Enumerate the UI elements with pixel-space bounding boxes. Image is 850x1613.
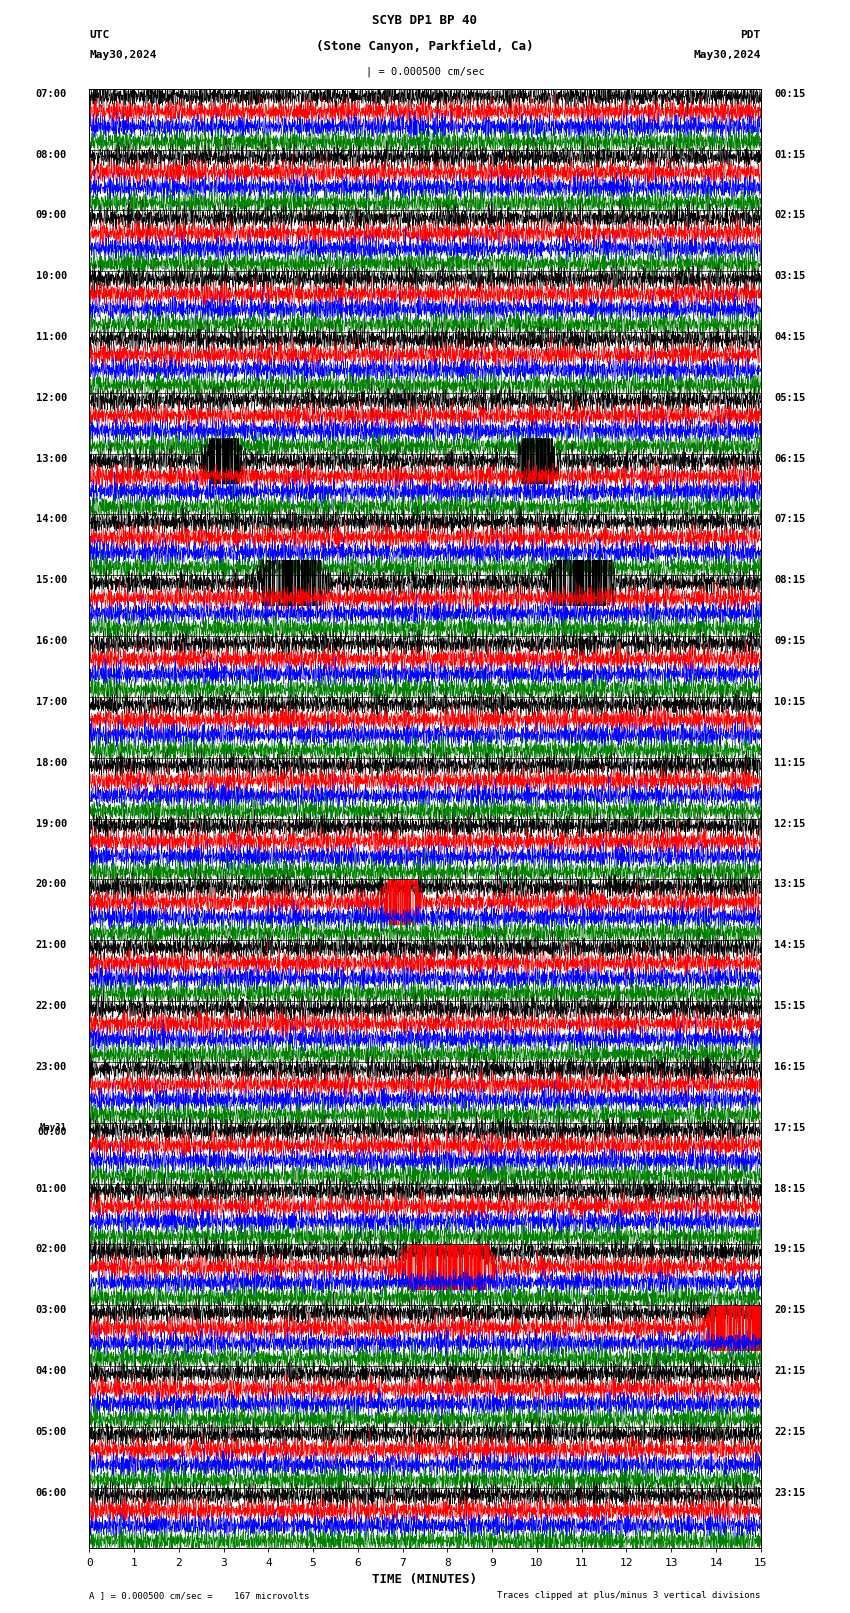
Text: 17:00: 17:00 bbox=[36, 697, 67, 706]
Text: 16:00: 16:00 bbox=[36, 636, 67, 647]
Text: 14:00: 14:00 bbox=[36, 515, 67, 524]
Text: 06:15: 06:15 bbox=[774, 453, 806, 463]
Text: SCYB DP1 BP 40: SCYB DP1 BP 40 bbox=[372, 15, 478, 27]
Text: 09:15: 09:15 bbox=[774, 636, 806, 647]
Text: 13:15: 13:15 bbox=[774, 879, 806, 889]
Text: 03:15: 03:15 bbox=[774, 271, 806, 281]
Text: UTC: UTC bbox=[89, 31, 110, 40]
Text: 11:15: 11:15 bbox=[774, 758, 806, 768]
Text: 03:00: 03:00 bbox=[36, 1305, 67, 1315]
Text: May30,2024: May30,2024 bbox=[89, 50, 156, 60]
Text: 05:00: 05:00 bbox=[36, 1428, 67, 1437]
Text: 22:00: 22:00 bbox=[36, 1002, 67, 1011]
Text: May31: May31 bbox=[40, 1123, 67, 1132]
Text: 10:15: 10:15 bbox=[774, 697, 806, 706]
Text: 16:15: 16:15 bbox=[774, 1061, 806, 1073]
Text: 00:00: 00:00 bbox=[37, 1127, 67, 1137]
Text: 09:00: 09:00 bbox=[36, 210, 67, 221]
Text: 17:15: 17:15 bbox=[774, 1123, 806, 1132]
X-axis label: TIME (MINUTES): TIME (MINUTES) bbox=[372, 1573, 478, 1586]
Text: 10:00: 10:00 bbox=[36, 271, 67, 281]
Text: 13:00: 13:00 bbox=[36, 453, 67, 463]
Text: 20:15: 20:15 bbox=[774, 1305, 806, 1315]
Text: 08:15: 08:15 bbox=[774, 576, 806, 586]
Text: | = 0.000500 cm/sec: | = 0.000500 cm/sec bbox=[366, 66, 484, 77]
Text: 00:15: 00:15 bbox=[774, 89, 806, 98]
Text: 01:00: 01:00 bbox=[36, 1184, 67, 1194]
Text: 08:00: 08:00 bbox=[36, 150, 67, 160]
Text: 20:00: 20:00 bbox=[36, 879, 67, 889]
Text: 01:15: 01:15 bbox=[774, 150, 806, 160]
Text: 18:15: 18:15 bbox=[774, 1184, 806, 1194]
Text: 22:15: 22:15 bbox=[774, 1428, 806, 1437]
Text: 11:00: 11:00 bbox=[36, 332, 67, 342]
Text: 02:00: 02:00 bbox=[36, 1244, 67, 1255]
Text: 23:15: 23:15 bbox=[774, 1487, 806, 1497]
Text: 21:00: 21:00 bbox=[36, 940, 67, 950]
Text: 14:15: 14:15 bbox=[774, 940, 806, 950]
Text: 04:00: 04:00 bbox=[36, 1366, 67, 1376]
Text: Traces clipped at plus/minus 3 vertical divisions: Traces clipped at plus/minus 3 vertical … bbox=[497, 1590, 761, 1600]
Text: 07:15: 07:15 bbox=[774, 515, 806, 524]
Text: A ] = 0.000500 cm/sec =    167 microvolts: A ] = 0.000500 cm/sec = 167 microvolts bbox=[89, 1590, 309, 1600]
Text: PDT: PDT bbox=[740, 31, 761, 40]
Text: 12:15: 12:15 bbox=[774, 819, 806, 829]
Text: (Stone Canyon, Parkfield, Ca): (Stone Canyon, Parkfield, Ca) bbox=[316, 40, 534, 53]
Text: 04:15: 04:15 bbox=[774, 332, 806, 342]
Text: 19:00: 19:00 bbox=[36, 819, 67, 829]
Text: 18:00: 18:00 bbox=[36, 758, 67, 768]
Text: 06:00: 06:00 bbox=[36, 1487, 67, 1497]
Text: 15:00: 15:00 bbox=[36, 576, 67, 586]
Text: 23:00: 23:00 bbox=[36, 1061, 67, 1073]
Text: 15:15: 15:15 bbox=[774, 1002, 806, 1011]
Text: 21:15: 21:15 bbox=[774, 1366, 806, 1376]
Text: 19:15: 19:15 bbox=[774, 1244, 806, 1255]
Text: 05:15: 05:15 bbox=[774, 394, 806, 403]
Text: 02:15: 02:15 bbox=[774, 210, 806, 221]
Text: May30,2024: May30,2024 bbox=[694, 50, 761, 60]
Text: 12:00: 12:00 bbox=[36, 394, 67, 403]
Text: 07:00: 07:00 bbox=[36, 89, 67, 98]
